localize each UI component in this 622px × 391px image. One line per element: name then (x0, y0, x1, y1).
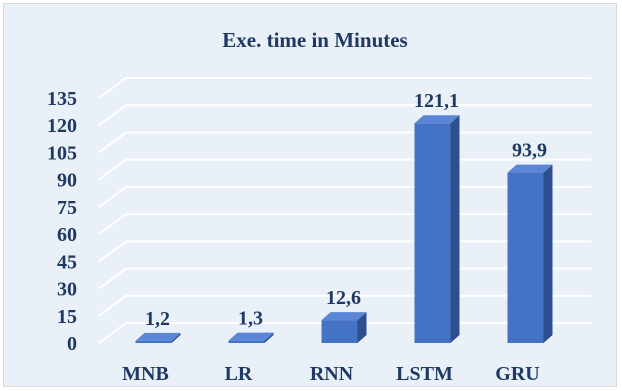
bar-front (135, 340, 172, 343)
bar-front (507, 172, 544, 343)
y-tick-label: 90 (57, 170, 77, 192)
bar-lr (228, 332, 274, 343)
data-label: 1,2 (145, 308, 170, 330)
bar-front (414, 123, 451, 344)
data-label: 93,9 (512, 140, 547, 162)
gridline (98, 104, 591, 127)
bar-side (264, 332, 274, 343)
bar-top (228, 332, 274, 341)
bar-top (507, 164, 553, 173)
bar-rnn (321, 312, 367, 343)
y-tick-label: 30 (57, 279, 77, 301)
data-labels: 1,2 1,3 12,6 121,1 93,9 (145, 90, 547, 330)
x-category-label: LSTM (396, 363, 453, 385)
bar-lstm (414, 115, 460, 344)
x-category-label: LR (225, 363, 253, 385)
bar-top (414, 115, 460, 124)
bars (135, 115, 553, 344)
y-axis-ticks: 0 15 30 45 60 75 90 105 120 135 (47, 88, 77, 355)
y-tick-label: 0 (67, 333, 77, 355)
bar-side (543, 164, 553, 343)
bar-chart: Exe. time in Minutes 0 15 30 45 60 75 90 105 120… (47, 28, 591, 385)
bar-side (171, 332, 181, 343)
y-tick-label: 105 (47, 142, 77, 164)
grid-lines (98, 77, 591, 344)
x-axis-categories: MNB LR RNN LSTM GRU (122, 363, 540, 385)
x-category-label: GRU (495, 363, 539, 385)
bar-gru (507, 164, 553, 343)
bar-front (228, 340, 265, 343)
bar-side (357, 312, 367, 343)
y-tick-label: 15 (57, 306, 77, 328)
data-label: 1,3 (238, 308, 263, 330)
bar-mnb (135, 332, 181, 343)
data-label: 121,1 (414, 90, 459, 112)
y-tick-label: 45 (57, 251, 77, 273)
chart-frame: Exe. time in Minutes 0 15 30 45 60 75 90 105 120… (3, 3, 617, 387)
bar-top (135, 332, 181, 341)
chart-title: Exe. time in Minutes (222, 28, 407, 52)
data-label: 12,6 (326, 287, 361, 309)
bar-front (321, 320, 358, 343)
y-tick-label: 60 (57, 224, 77, 246)
gridline (98, 77, 591, 99)
x-category-label: RNN (310, 363, 354, 385)
bar-top (321, 312, 367, 321)
y-tick-label: 135 (47, 88, 77, 110)
y-tick-label: 120 (47, 115, 77, 137)
bar-side (450, 115, 460, 344)
y-tick-label: 75 (57, 197, 77, 219)
x-category-label: MNB (122, 363, 169, 385)
